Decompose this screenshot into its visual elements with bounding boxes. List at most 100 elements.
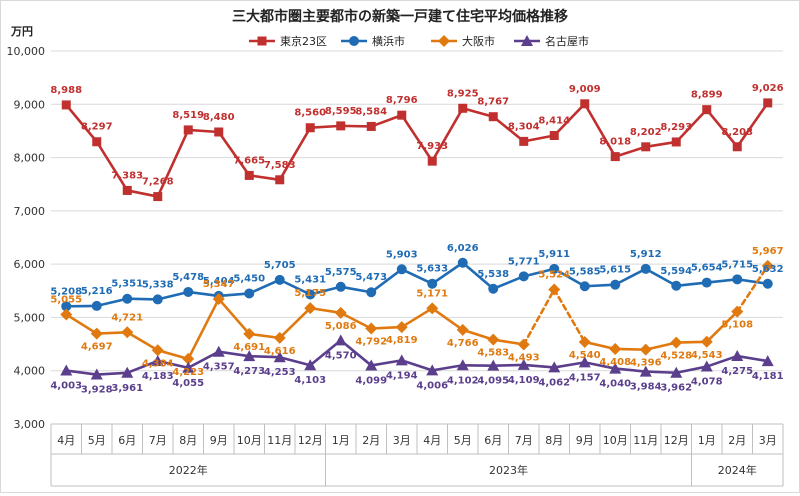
- x-tick-label: 8月: [545, 434, 563, 447]
- data-label: 4,223: [172, 367, 204, 378]
- data-point-marker: [335, 334, 347, 345]
- data-point-marker: [672, 137, 681, 146]
- data-label: 4,102: [447, 375, 479, 386]
- data-label: 8,796: [386, 95, 418, 106]
- data-label: 8,480: [203, 112, 235, 123]
- data-label: 5,575: [325, 267, 357, 278]
- series-line-segment: [432, 308, 463, 330]
- data-point-marker: [306, 123, 315, 132]
- data-point-marker: [548, 284, 560, 296]
- data-label: 5,216: [81, 286, 113, 297]
- data-point-marker: [365, 323, 377, 335]
- data-label: 4,528: [660, 351, 692, 362]
- data-point-marker: [153, 294, 163, 304]
- data-label: 4,273: [233, 366, 265, 377]
- data-label: 4,275: [721, 366, 753, 377]
- series-line-segment: [341, 126, 372, 127]
- y-axis-unit: 万円: [10, 25, 33, 38]
- data-label: 5,967: [752, 246, 784, 257]
- data-label: 4,583: [477, 348, 509, 359]
- data-label: 4,691: [233, 342, 265, 353]
- x-tick-label: 4月: [423, 434, 441, 447]
- data-point-marker: [609, 343, 621, 355]
- data-label: 4,103: [294, 375, 326, 386]
- series-line-segment: [310, 126, 341, 128]
- series-line-segment: [249, 175, 280, 179]
- data-label: 4,819: [386, 335, 418, 346]
- data-label: 8,203: [721, 127, 753, 138]
- x-tick-label: 2月: [728, 434, 746, 447]
- series-line-segment: [646, 142, 677, 147]
- data-point-marker: [92, 301, 102, 311]
- y-tick-label: 6,000: [14, 258, 46, 271]
- data-label: 5,175: [294, 288, 326, 299]
- series-line-segment: [615, 147, 646, 157]
- data-label: 4,003: [50, 381, 82, 392]
- data-label: 5,654: [691, 263, 723, 274]
- data-label: 4,766: [447, 338, 479, 349]
- x-tick-label: 1月: [698, 434, 716, 447]
- x-tick-label: 8月: [179, 434, 197, 447]
- data-point-marker: [519, 271, 529, 281]
- data-label: 7,268: [142, 177, 174, 188]
- legend-label: 名古屋市: [545, 34, 589, 48]
- data-label: 5,351: [111, 279, 143, 290]
- series-line-segment: [219, 132, 250, 175]
- series-line-segment: [402, 115, 433, 161]
- data-label: 8,925: [447, 88, 479, 99]
- data-point-marker: [258, 37, 267, 46]
- data-label: 5,771: [508, 256, 540, 267]
- series-line-segment: [493, 365, 524, 366]
- y-tick-label: 3,000: [14, 418, 46, 431]
- data-point-marker: [732, 274, 742, 284]
- x-tick-label: 7月: [149, 434, 167, 447]
- x-tick-label: 6月: [484, 434, 502, 447]
- data-label: 7,933: [416, 141, 448, 152]
- data-label: 6,026: [447, 243, 479, 254]
- series-line-segment: [188, 130, 219, 132]
- legend-label: 東京23区: [280, 34, 327, 48]
- data-label: 8,767: [477, 97, 509, 108]
- y-tick-label: 5,000: [14, 311, 46, 324]
- data-label: 4,697: [81, 342, 113, 353]
- data-label: 4,543: [691, 350, 723, 361]
- x-tick-label: 5月: [88, 434, 106, 447]
- data-label: 9,009: [569, 84, 601, 95]
- data-point-marker: [519, 137, 528, 146]
- data-label: 4,095: [477, 376, 509, 387]
- data-label: 9,026: [752, 83, 784, 94]
- x-tick-label: 1月: [332, 434, 350, 447]
- y-tick-label: 8,000: [14, 152, 46, 165]
- data-label: 5,431: [294, 274, 326, 285]
- data-label: 7,383: [111, 170, 143, 181]
- data-label: 4,055: [172, 378, 204, 389]
- legend-label: 横浜市: [372, 34, 405, 48]
- data-point-marker: [349, 36, 359, 46]
- x-tick-label: 2月: [362, 434, 380, 447]
- data-label: 4,181: [752, 371, 784, 382]
- series-line-segment: [97, 373, 128, 375]
- series-line-segment: [432, 108, 463, 161]
- series-line-segment: [402, 360, 433, 370]
- data-point-marker: [518, 338, 530, 350]
- data-label: 4,062: [538, 377, 570, 388]
- data-point-marker: [123, 186, 132, 195]
- data-point-marker: [670, 337, 682, 349]
- data-label: 3,962: [660, 383, 692, 394]
- data-label: 3,961: [111, 383, 143, 394]
- data-point-marker: [244, 288, 254, 298]
- data-label: 8,202: [630, 127, 662, 138]
- data-label: 5,633: [416, 264, 448, 275]
- x-tick-label: 12月: [298, 434, 323, 447]
- data-label: 4,570: [325, 350, 357, 361]
- data-label: 5,055: [50, 294, 82, 305]
- data-label: 4,078: [691, 377, 723, 388]
- data-point-marker: [121, 326, 133, 338]
- series-line-segment: [585, 104, 616, 157]
- data-point-marker: [489, 112, 498, 121]
- series-line-segment: [524, 136, 555, 142]
- data-label: 8,297: [81, 122, 113, 133]
- data-point-marker: [366, 287, 376, 297]
